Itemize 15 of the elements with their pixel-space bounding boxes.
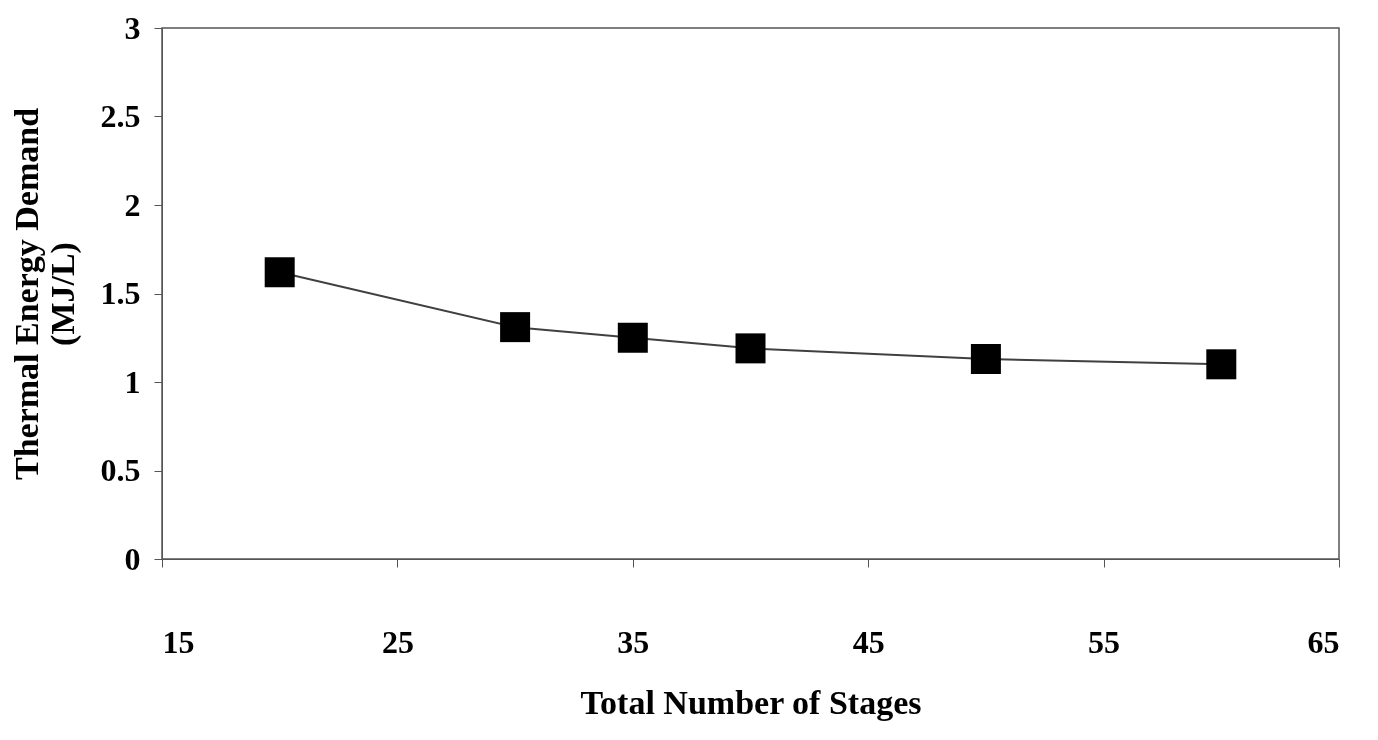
x-tick-label: 15 <box>162 623 195 660</box>
y-tick-label: 2.5 <box>100 98 141 134</box>
y-tick-label: 1 <box>124 363 141 400</box>
x-tick-label: 55 <box>1088 623 1121 660</box>
y-axis-title: Thermal Energy Demand (MJ/L) <box>7 107 82 481</box>
x-axis-title: Total Number of Stages <box>580 683 922 721</box>
x-tick-label: 45 <box>852 623 885 660</box>
y-tick-label: 0 <box>124 540 141 577</box>
y-tick-label: 0.5 <box>100 452 141 488</box>
y-tick-label: 3 <box>124 9 141 46</box>
x-tick-label: 65 <box>1307 623 1340 660</box>
y-tick-label: 2 <box>124 186 141 223</box>
x-tick-label: 35 <box>617 623 650 660</box>
y-tick-label: 1.5 <box>100 275 141 311</box>
x-tick-label: 25 <box>381 623 414 660</box>
